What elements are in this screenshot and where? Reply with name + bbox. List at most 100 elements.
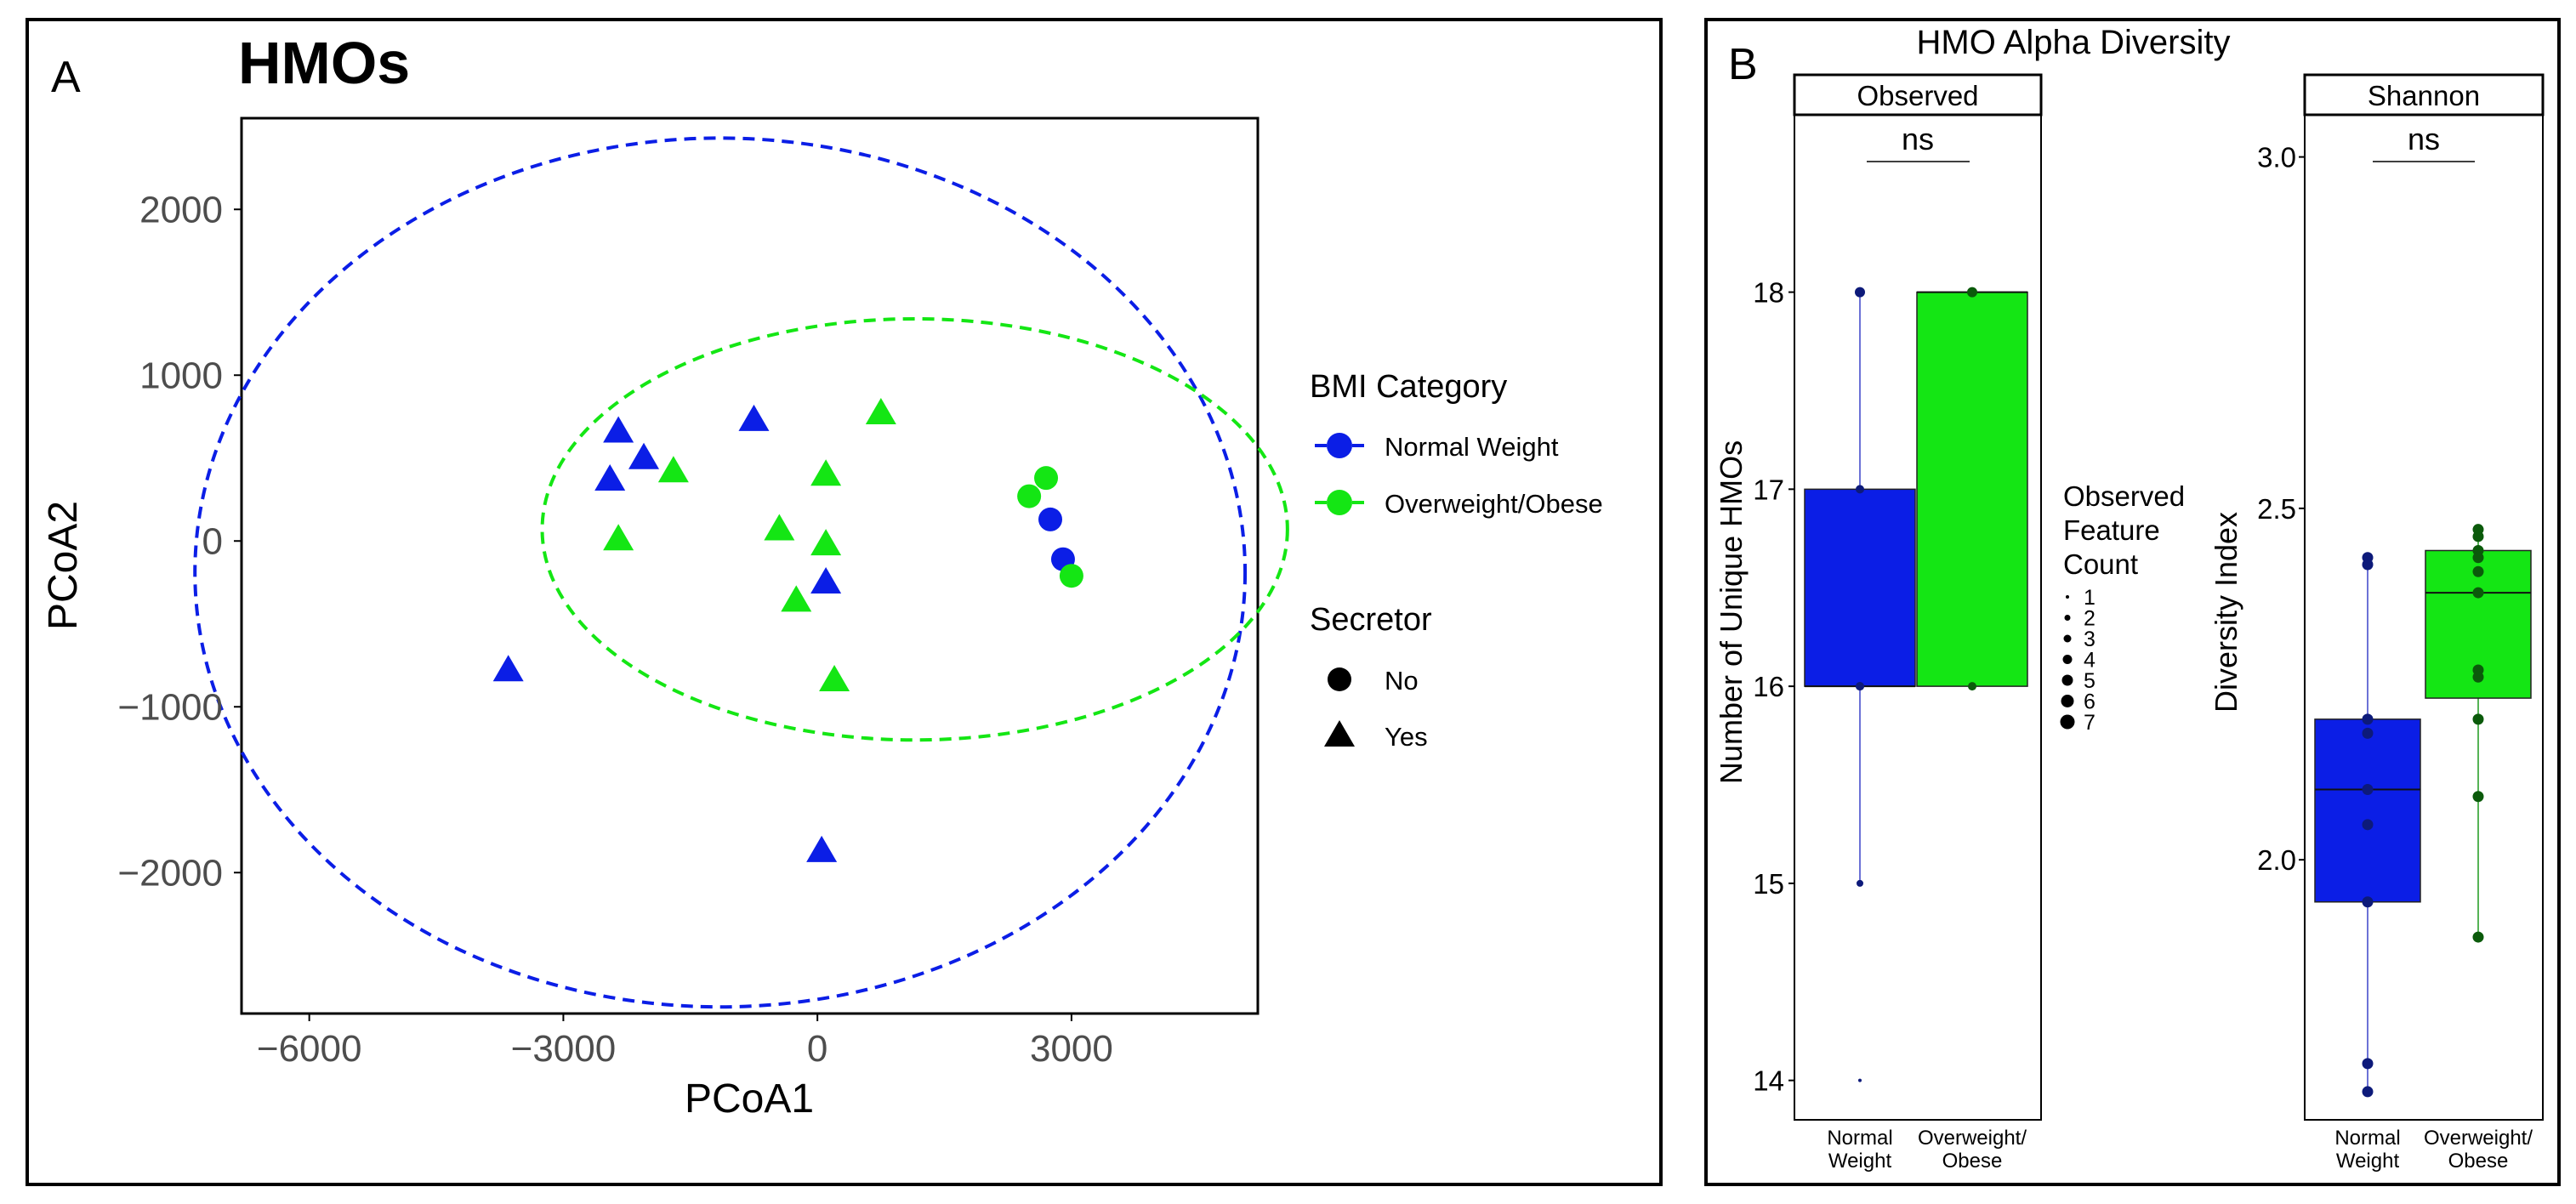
size-legend-label: 2 <box>2084 607 2095 631</box>
y-tick-label: 16 <box>1753 671 1784 702</box>
y-tick-label: 2.0 <box>2257 844 2296 876</box>
facet-shannon-xtick-normal-2: Weight <box>2336 1150 2400 1173</box>
size-legend-marker <box>2066 595 2069 599</box>
scatter-point <box>1017 484 1042 508</box>
size-legend-label: 3 <box>2084 628 2095 651</box>
data-point-normal-weight <box>1856 485 1864 494</box>
data-point-normal-weight <box>2362 559 2374 571</box>
scatter-point <box>657 456 689 483</box>
y-axis-label: PCoA2 <box>41 501 86 630</box>
data-point-overweight-obese <box>1968 287 1976 297</box>
x-tick-label: −6000 <box>257 1028 362 1070</box>
x-axis: −6000 −3000 0 3000 <box>257 1014 1113 1070</box>
facet-shannon-content: 2.0 2.5 3.0 <box>2257 142 2532 1098</box>
data-point-normal-weight <box>2362 727 2374 739</box>
data-point-overweight-obese <box>2472 531 2484 542</box>
facet-observed-xtick-overweight-1: Overweight/ <box>1918 1127 2027 1150</box>
facet-observed-strip <box>1793 73 2043 116</box>
panel-a-label: A <box>51 53 81 102</box>
scatter-point <box>781 585 812 612</box>
data-point-normal-weight <box>1858 1078 1862 1082</box>
data-point-normal-weight <box>2362 1086 2374 1098</box>
facet-shannon-plot-area <box>2304 114 2544 1121</box>
size-legend-marker <box>2063 634 2072 643</box>
scatter-point <box>1038 507 1063 531</box>
panel-b-title: HMO Alpha Diversity <box>1917 24 2231 61</box>
legend-yes-label: Yes <box>1385 722 1428 752</box>
size-legend-marker <box>2064 615 2071 621</box>
facet-observed-ylabel: Number of Unique HMOs <box>1714 440 1749 784</box>
facet-observed-significance: ns <box>1902 122 1934 156</box>
data-point-normal-weight <box>2362 896 2374 908</box>
scatter-point <box>1034 466 1059 491</box>
size-legend-marker <box>2062 655 2073 664</box>
facet-observed-xtick-overweight-2: Obese <box>1942 1150 2003 1173</box>
size-legend-marker <box>2061 695 2074 707</box>
y-tick-label: 1000 <box>139 355 223 396</box>
facet-observed-title: Observed <box>1857 80 1978 111</box>
facet-shannon-xtick-overweight-2: Obese <box>2448 1150 2509 1173</box>
ellipse-layer <box>193 136 1289 1009</box>
scatter-point <box>764 514 795 541</box>
data-point-overweight-obese <box>2472 713 2484 725</box>
box-normal-weight <box>1804 488 1916 687</box>
data-point-normal-weight <box>2362 1058 2374 1070</box>
y-tick-label: 2.5 <box>2257 493 2296 525</box>
size-legend-label: 1 <box>2084 586 2095 610</box>
facet-observed-xtick-normal-1: Normal <box>1827 1127 1892 1150</box>
data-point-normal-weight <box>2362 713 2374 725</box>
scatter-point <box>603 416 634 443</box>
data-point-normal-weight <box>1856 682 1864 691</box>
panel-a-plot-area <box>240 116 1260 1015</box>
x-axis-label: PCoA1 <box>685 1076 814 1122</box>
scatter-point <box>603 524 634 551</box>
size-legend-title-2: Feature <box>2063 514 2160 546</box>
scatter-point <box>810 566 842 593</box>
facet-shannon-ylabel: Diversity Index <box>2209 512 2243 713</box>
scatter-point <box>810 459 842 486</box>
scatter-point-layer <box>492 398 1083 862</box>
facet-shannon-xtick-overweight-1: Overweight/ <box>2424 1127 2533 1150</box>
legend-color-title: BMI Category <box>1310 369 1507 405</box>
facet-shannon-title: Shannon <box>2368 80 2480 111</box>
data-point-normal-weight <box>1855 287 1865 298</box>
facet-shannon-xtick-normal-1: Normal <box>2334 1127 2400 1150</box>
size-legend-marker <box>2061 674 2073 686</box>
data-point-overweight-obese <box>2472 671 2484 683</box>
legend: BMI Category Normal Weight Overweight/Ob… <box>1310 369 1603 752</box>
y-tick-label: 14 <box>1753 1065 1784 1097</box>
size-legend-label: 4 <box>2084 649 2095 673</box>
facet-shannon-significance: ns <box>2408 122 2440 156</box>
scatter-point <box>738 404 770 431</box>
confidence-ellipse-normal-weight <box>193 136 1248 1009</box>
scatter-point <box>1059 564 1083 588</box>
data-point-normal-weight <box>2362 819 2374 831</box>
scatter-point <box>865 398 896 425</box>
box-overweight-obese <box>1916 291 2028 687</box>
y-tick-label: 18 <box>1753 277 1784 309</box>
y-tick-label: 15 <box>1753 868 1784 900</box>
y-tick-label: 17 <box>1753 474 1784 505</box>
panel-a-title: HMOs <box>238 30 410 96</box>
data-point-overweight-obese <box>2472 791 2484 803</box>
size-legend-title-1: Observed <box>2063 480 2185 512</box>
facet-observed-plot-area <box>1794 114 2042 1121</box>
y-tick-label: −1000 <box>117 686 223 728</box>
legend-no-label: No <box>1385 666 1419 696</box>
legend-yes-marker <box>1324 720 1355 747</box>
confidence-ellipse-overweight-obese <box>540 316 1289 742</box>
y-tick-label: 2000 <box>139 189 223 230</box>
size-legend-label: 5 <box>2084 669 2095 693</box>
x-tick-label: 0 <box>807 1028 827 1070</box>
facet-observed-xtick-normal-2: Weight <box>1828 1150 1892 1173</box>
size-legend-marker <box>2060 714 2075 730</box>
legend-normal-label: Normal Weight <box>1385 432 1559 462</box>
panel-b-label: B <box>1728 40 1758 89</box>
y-tick-label: 3.0 <box>2257 142 2296 173</box>
data-point-normal-weight <box>1857 879 1863 887</box>
data-point-overweight-obese <box>2472 552 2484 564</box>
size-legend-label: 7 <box>2084 711 2095 735</box>
data-point-overweight-obese <box>1968 682 1976 691</box>
